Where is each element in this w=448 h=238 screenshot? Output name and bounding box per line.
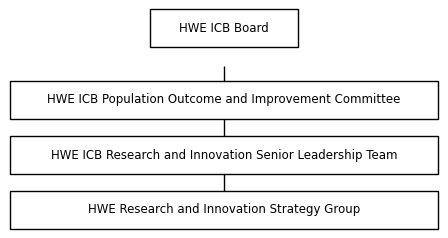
Text: HWE ICB Population Outcome and Improvement Committee: HWE ICB Population Outcome and Improveme… — [47, 94, 401, 106]
Bar — [10, 191, 438, 229]
Bar — [150, 9, 298, 47]
Bar — [10, 136, 438, 174]
Text: HWE Research and Innovation Strategy Group: HWE Research and Innovation Strategy Gro… — [88, 203, 360, 217]
Bar — [10, 81, 438, 119]
Text: HWE ICB Research and Innovation Senior Leadership Team: HWE ICB Research and Innovation Senior L… — [51, 149, 397, 162]
Text: HWE ICB Board: HWE ICB Board — [179, 21, 269, 35]
